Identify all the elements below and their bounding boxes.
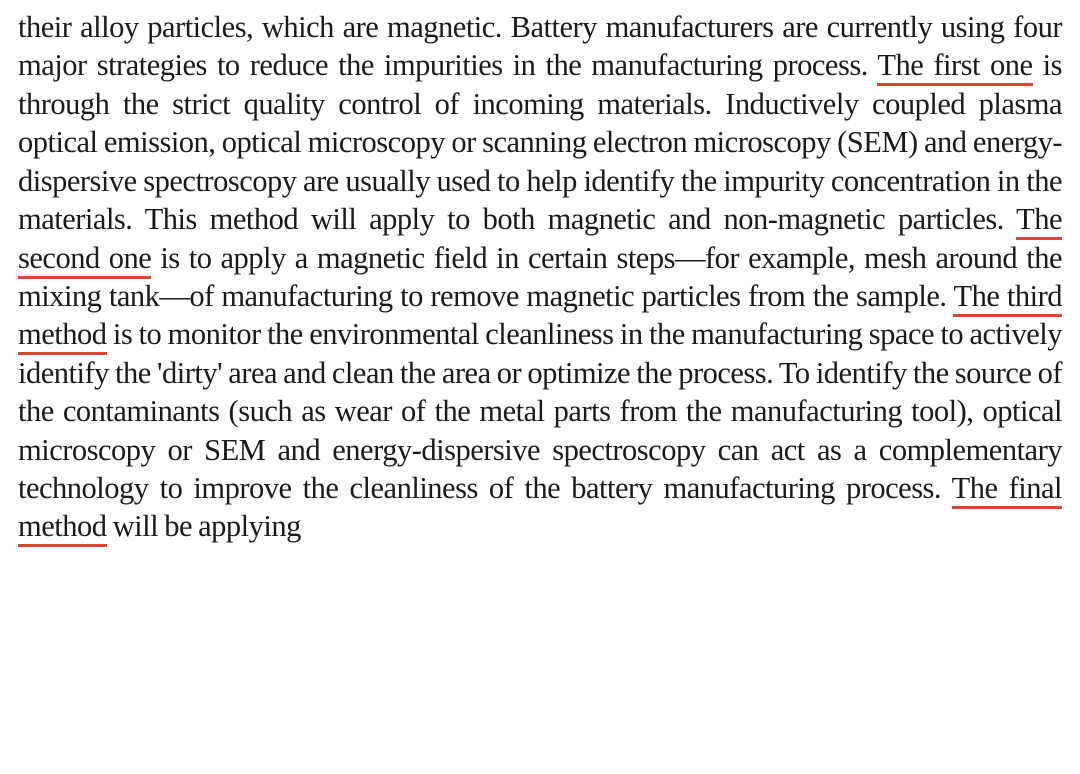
body-paragraph: their alloy particles, which are magneti… [18, 8, 1062, 546]
text-segment-3: is to apply a magnetic field in certain … [18, 241, 1062, 313]
text-segment-4: is to monitor the environmental cleanlin… [18, 317, 1062, 505]
underlined-phrase-first: The first one [877, 48, 1032, 86]
text-segment-5: will be applying [107, 509, 301, 543]
